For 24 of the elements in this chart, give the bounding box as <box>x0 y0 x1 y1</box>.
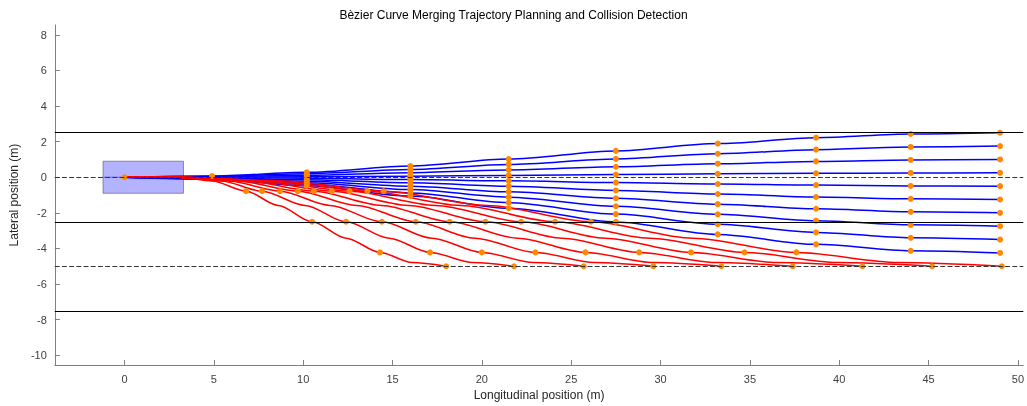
y-axis-title: Lateral position (m) <box>7 143 21 247</box>
x-axis-title: Longitudinal position (m) <box>473 388 605 402</box>
y-tick-label: 2 <box>40 135 47 148</box>
x-tick-label: 15 <box>386 372 399 385</box>
x-tick-label: 25 <box>565 372 578 385</box>
x-tick-label: 5 <box>210 372 217 385</box>
x-tick-label: 40 <box>833 372 846 385</box>
x-tick-label: 20 <box>475 372 488 385</box>
x-tick-label: 30 <box>654 372 667 385</box>
y-tick-label: 8 <box>40 28 47 41</box>
y-tick-label: 6 <box>40 64 47 77</box>
x-tick-label: 10 <box>297 372 310 385</box>
y-tick-label: -8 <box>37 313 47 326</box>
x-tick-label: 0 <box>121 372 128 385</box>
y-tick-label: -2 <box>37 206 47 219</box>
y-tick-label: 4 <box>40 100 47 113</box>
x-tick-label: 35 <box>743 372 757 385</box>
y-tick-label: -4 <box>37 242 47 255</box>
y-tick-label: -6 <box>37 278 47 291</box>
x-tick-label: 45 <box>922 372 935 385</box>
y-tick-label: 0 <box>40 171 47 184</box>
y-tick-label: -10 <box>30 349 47 362</box>
x-tick-label: 50 <box>1011 372 1025 385</box>
chart-title: Bèzier Curve Merging Trajectory Planning and Collision Detection <box>339 8 688 22</box>
